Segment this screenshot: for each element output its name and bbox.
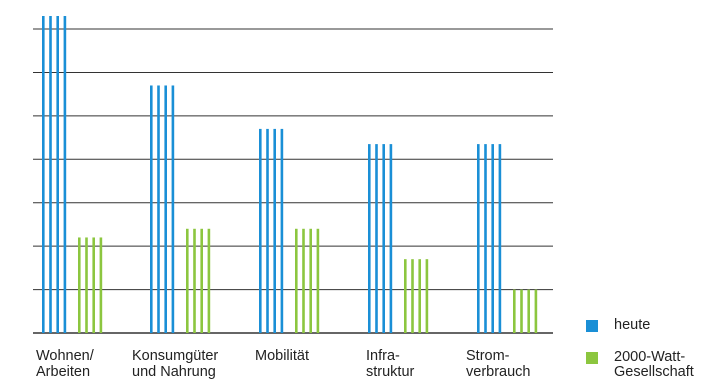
bar-stripe	[484, 144, 487, 333]
category-label-wohnen: Wohnen/Arbeiten	[36, 348, 94, 380]
bar-heute-2	[259, 128, 284, 333]
bar-stripe	[309, 228, 312, 333]
bar-stripe	[193, 228, 196, 333]
bar-stripe	[150, 85, 153, 333]
gridlines	[33, 28, 553, 334]
bar-stripe	[56, 16, 59, 333]
legend-swatch-2000-watt	[586, 352, 598, 364]
bar-stripe	[85, 237, 88, 333]
bar-heute-1	[150, 85, 175, 333]
bar-stripe	[273, 128, 276, 333]
bar-stripe	[207, 228, 211, 333]
bar-stripe	[266, 128, 269, 333]
bar-stripe	[78, 237, 81, 333]
bar-stripe	[404, 259, 407, 333]
category-label-mobilitaet: Mobilität	[255, 348, 309, 364]
bar-stripe	[425, 259, 429, 333]
bar-stripe	[477, 144, 480, 333]
bar-stripe	[63, 16, 67, 333]
bar-stripe	[375, 144, 378, 333]
category-label-konsumgueter: Konsumgüter und Nahrung	[132, 348, 219, 380]
bar-stripe	[527, 289, 530, 333]
bar-stripe	[42, 16, 45, 333]
bar-stripe	[389, 144, 393, 333]
bar-stripe	[295, 228, 298, 333]
category-label-infrastruktur: Infra-struktur	[366, 348, 415, 380]
bar-stripe	[498, 144, 502, 333]
bar-2000-watt-1	[186, 228, 211, 333]
category-label-stromverbrauch: Strom-verbrauch	[466, 348, 531, 380]
bar-heute-4	[477, 144, 502, 333]
bar-heute-3	[368, 144, 393, 333]
bars	[42, 16, 538, 333]
bar-2000-watt-0	[78, 237, 103, 333]
bar-2000-watt-4	[513, 289, 538, 333]
bar-stripe	[49, 16, 52, 333]
bar-stripe	[382, 144, 385, 333]
legend-label-2000-watt: 2000-Watt- Gesellschaft	[614, 349, 694, 380]
bar-heute-0	[42, 16, 67, 333]
legend-label-heute: heute	[614, 317, 651, 333]
bar-stripe	[92, 237, 95, 333]
bar-stripe	[368, 144, 371, 333]
bar-stripe	[99, 237, 103, 333]
bar-stripe	[418, 259, 421, 333]
bar-stripe	[259, 128, 262, 333]
bar-stripe	[491, 144, 494, 333]
bar-stripe	[302, 228, 305, 333]
bar-stripe	[186, 228, 189, 333]
bar-stripe	[157, 85, 160, 333]
bar-stripe	[411, 259, 414, 333]
bar-stripe	[520, 289, 523, 333]
bar-2000-watt-2	[295, 228, 320, 333]
legend-swatch-heute	[586, 320, 598, 332]
bar-stripe	[534, 289, 538, 333]
bar-stripe	[171, 85, 175, 333]
bar-stripe	[164, 85, 167, 333]
bar-stripe	[200, 228, 203, 333]
bar-stripe	[280, 128, 284, 333]
bar-stripe	[316, 228, 320, 333]
bar-stripe	[513, 289, 516, 333]
bar-2000-watt-3	[404, 259, 429, 333]
